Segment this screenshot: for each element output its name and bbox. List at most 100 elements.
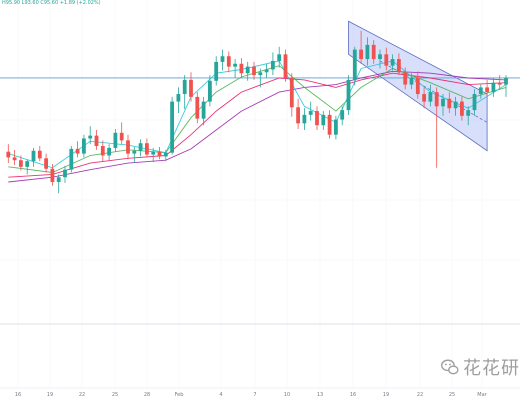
candle bbox=[195, 92, 200, 124]
candle-body bbox=[163, 152, 168, 157]
candle bbox=[258, 68, 263, 88]
candle bbox=[208, 75, 212, 107]
candle bbox=[56, 174, 61, 194]
candle bbox=[397, 53, 401, 76]
x-tick-label: 25 bbox=[449, 392, 455, 398]
x-tick-label: 19 bbox=[383, 392, 389, 398]
candle-body bbox=[315, 111, 319, 126]
candle bbox=[296, 98, 300, 130]
candle-body bbox=[390, 59, 395, 66]
x-tick-label: 22 bbox=[79, 392, 85, 398]
candle bbox=[25, 159, 30, 175]
x-tick-label: 16 bbox=[15, 392, 21, 398]
candle bbox=[157, 146, 162, 160]
candle bbox=[44, 153, 48, 173]
candle bbox=[321, 111, 326, 130]
candle bbox=[201, 96, 206, 126]
candle-body bbox=[296, 107, 300, 124]
candle-body bbox=[195, 96, 200, 119]
candle-body bbox=[352, 49, 357, 80]
candle bbox=[31, 147, 36, 167]
watermark-text: 花花研 bbox=[463, 358, 520, 379]
candle-body bbox=[340, 110, 345, 120]
candle-body bbox=[466, 110, 471, 116]
candle bbox=[245, 61, 250, 81]
candle-body bbox=[252, 66, 256, 76]
candle bbox=[107, 144, 111, 161]
candle-body bbox=[460, 101, 464, 116]
candle-body bbox=[100, 146, 105, 156]
candle bbox=[151, 147, 156, 163]
candle-body bbox=[176, 94, 181, 102]
x-tick-label: 28 bbox=[144, 392, 150, 398]
candle bbox=[447, 92, 452, 113]
candle bbox=[252, 61, 256, 80]
candle bbox=[497, 75, 502, 90]
candle-body bbox=[12, 157, 17, 161]
candle-body bbox=[264, 69, 269, 73]
candle bbox=[271, 52, 275, 76]
candle bbox=[315, 106, 319, 130]
candle bbox=[233, 59, 237, 78]
candle bbox=[390, 54, 395, 71]
candle-body bbox=[220, 56, 225, 62]
watermark: 花花研 bbox=[440, 354, 520, 380]
candle bbox=[75, 141, 80, 158]
candle-body bbox=[258, 72, 263, 76]
candle-body bbox=[371, 44, 376, 60]
candle-body bbox=[491, 82, 496, 93]
candle bbox=[478, 84, 483, 99]
candle bbox=[453, 96, 458, 116]
candle-body bbox=[453, 101, 458, 109]
candle bbox=[302, 108, 307, 130]
candle-body bbox=[283, 54, 288, 78]
candle bbox=[69, 146, 74, 173]
candle bbox=[88, 126, 93, 145]
candle bbox=[119, 122, 124, 145]
candle-body bbox=[271, 60, 275, 70]
candle-body bbox=[289, 77, 294, 108]
candle-body bbox=[75, 148, 80, 154]
candle bbox=[352, 46, 357, 86]
candle-body bbox=[239, 63, 244, 74]
candle-body bbox=[447, 98, 452, 109]
candle bbox=[346, 75, 351, 115]
candle-body bbox=[19, 160, 23, 167]
candle bbox=[12, 149, 17, 165]
candle-body bbox=[403, 72, 408, 85]
candle bbox=[132, 146, 137, 164]
candle-body bbox=[409, 77, 414, 85]
candle-body bbox=[233, 63, 237, 67]
candle bbox=[491, 77, 496, 97]
x-tick-label: 16 bbox=[350, 392, 356, 398]
candle bbox=[327, 110, 332, 139]
candle-body bbox=[69, 148, 74, 170]
candle bbox=[214, 56, 219, 86]
candle-body bbox=[31, 150, 36, 162]
candle-body bbox=[346, 79, 351, 111]
candle-body bbox=[504, 77, 508, 85]
candle-body bbox=[88, 135, 93, 139]
chart-grid bbox=[0, 0, 520, 388]
candle bbox=[6, 144, 11, 164]
x-tick-label: 7 bbox=[253, 392, 256, 398]
candle-body bbox=[245, 66, 250, 74]
candle-body bbox=[145, 143, 149, 155]
candle-body bbox=[151, 151, 156, 155]
candle bbox=[409, 73, 414, 90]
candle bbox=[170, 96, 174, 155]
candle-body bbox=[94, 135, 99, 147]
candle-body bbox=[434, 92, 439, 107]
candle-body bbox=[6, 151, 11, 158]
ma-slowest-line bbox=[8, 70, 507, 183]
candle bbox=[428, 84, 433, 107]
candle-body bbox=[138, 143, 143, 151]
candle-body bbox=[157, 151, 162, 157]
candle-body bbox=[327, 114, 332, 135]
wechat-icon bbox=[441, 359, 459, 375]
candle-body bbox=[82, 138, 86, 154]
candle-body bbox=[107, 147, 111, 156]
candle bbox=[283, 49, 288, 82]
